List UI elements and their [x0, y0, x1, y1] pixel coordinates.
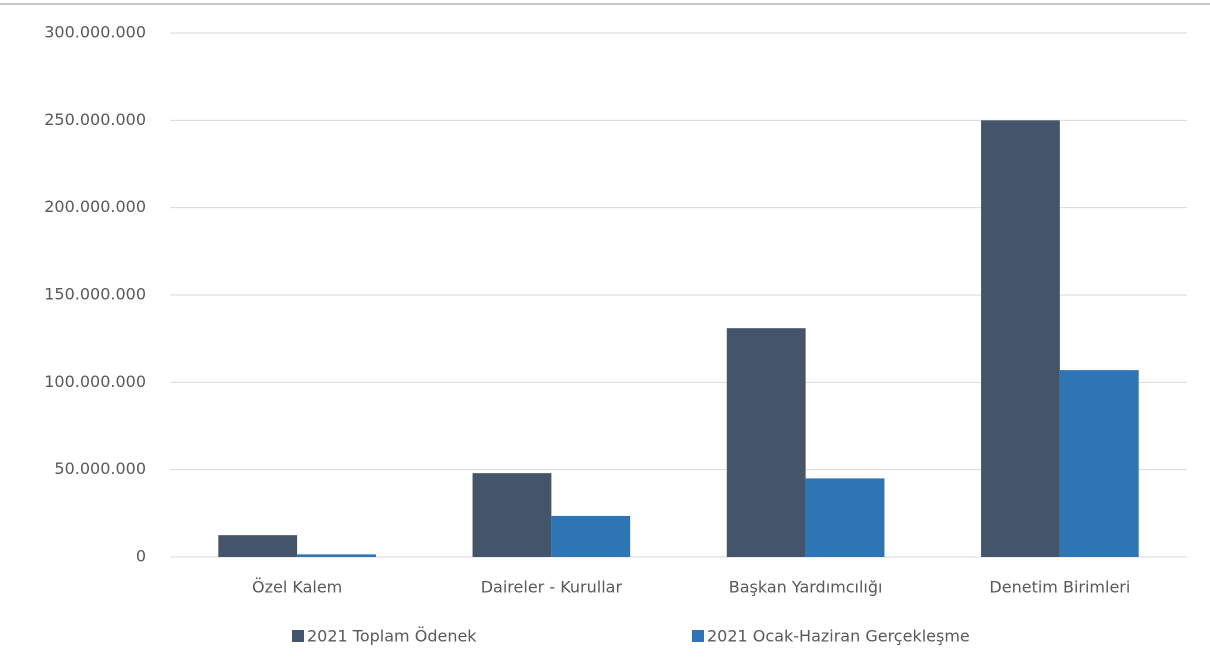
legend-label: 2021 Toplam Ödenek [307, 627, 477, 646]
bar [981, 120, 1060, 557]
y-tick-label: 150.000.000 [44, 285, 146, 304]
bar [472, 473, 552, 557]
x-tick-label: Denetim Birimleri [989, 578, 1130, 597]
bar [1059, 370, 1139, 557]
y-tick-label: 250.000.000 [44, 110, 146, 129]
y-tick-label: 200.000.000 [44, 197, 146, 216]
x-tick-label: Daireler - Kurullar [481, 578, 623, 597]
x-tick-label: Başkan Yardımcılığı [729, 578, 883, 597]
x-tick-label: Özel Kalem [252, 578, 342, 597]
bar [551, 515, 631, 557]
legend-swatch [692, 630, 704, 642]
y-tick-label: 100.000.000 [44, 372, 146, 391]
y-tick-label: 50.000.000 [54, 459, 146, 478]
bar [218, 535, 298, 557]
legend-label: 2021 Ocak-Haziran Gerçekleşme [707, 627, 970, 646]
bar [297, 554, 376, 557]
legend-swatch [292, 630, 304, 642]
bar [726, 328, 806, 557]
y-tick-label: 300.000.000 [44, 23, 146, 42]
bar [805, 478, 885, 557]
y-tick-label: 0 [136, 547, 146, 566]
